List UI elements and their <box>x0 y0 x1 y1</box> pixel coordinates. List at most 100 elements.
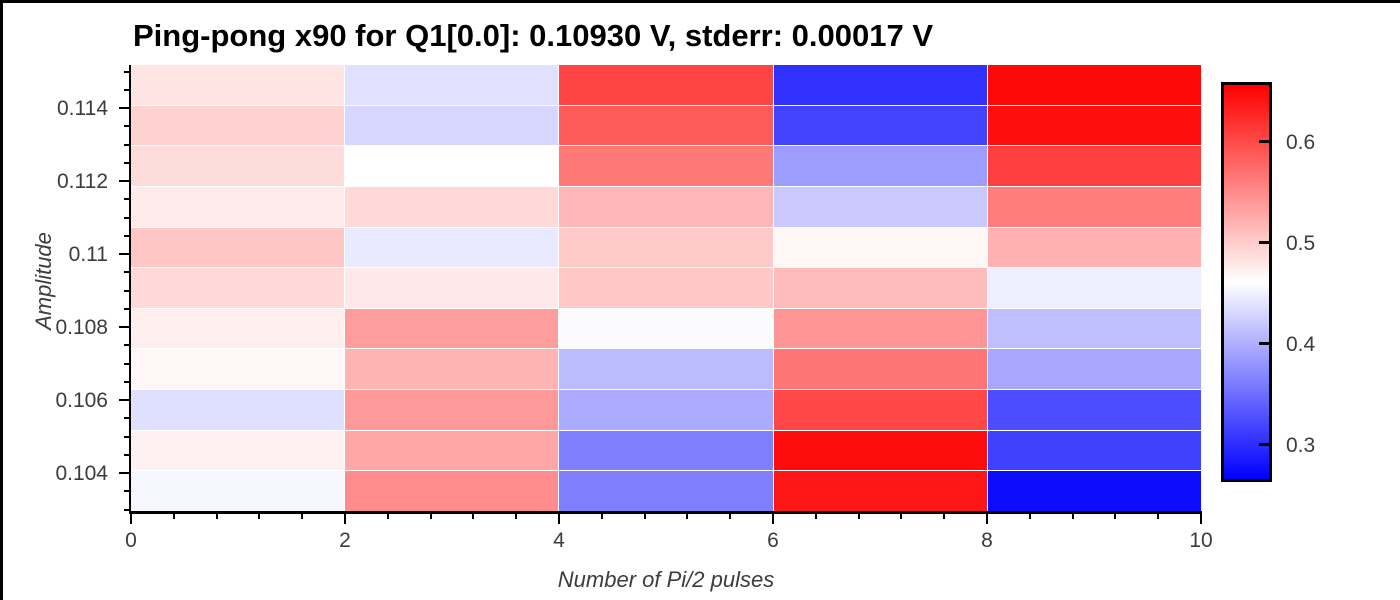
y-minor-tick <box>123 435 129 438</box>
y-major-tick <box>118 325 129 329</box>
heatmap-cell <box>559 186 773 227</box>
heatmap-cell <box>559 308 773 349</box>
x-minor-tick <box>643 513 646 519</box>
y-minor-tick <box>123 125 129 128</box>
y-minor-tick <box>123 508 129 511</box>
heatmap-cell <box>987 146 1201 186</box>
heatmap-cell <box>131 227 345 268</box>
colorbar-tick-label: 0.3 <box>1286 433 1316 457</box>
x-minor-tick <box>472 513 475 519</box>
heatmap-cell <box>131 349 345 390</box>
heatmap-cell <box>131 146 345 186</box>
heatmap-cell <box>987 105 1201 146</box>
y-minor-tick <box>123 271 129 274</box>
y-major-tick <box>118 398 129 402</box>
y-minor-tick <box>123 380 129 383</box>
heatmap-cell <box>773 65 987 105</box>
y-major-tick <box>118 471 129 475</box>
y-minor-tick <box>123 161 129 164</box>
heatmap-cell <box>773 268 987 308</box>
x-minor-tick <box>900 513 903 519</box>
x-axis-spine <box>128 511 1202 514</box>
y-tick-label: 0.108 <box>55 316 108 340</box>
x-minor-tick <box>1114 513 1117 519</box>
y-minor-tick <box>123 307 129 310</box>
colorbar-tick-label: 0.6 <box>1286 130 1316 154</box>
y-minor-tick <box>123 234 129 237</box>
heatmap-cell <box>987 308 1201 349</box>
heatmap-cell <box>773 227 987 268</box>
heatmap-cell <box>131 186 345 227</box>
y-minor-tick <box>123 88 129 91</box>
x-minor-tick <box>686 513 689 519</box>
heatmap-cell <box>773 146 987 186</box>
heatmap-cell <box>131 308 345 349</box>
x-minor-tick <box>857 513 860 519</box>
x-tick-label: 6 <box>767 529 779 552</box>
heatmap-cell <box>987 227 1201 268</box>
y-tick-label: 0.112 <box>57 170 108 194</box>
heatmap-cell <box>987 65 1201 105</box>
x-axis-label: Number of Pi/2 pulses <box>557 567 775 592</box>
heatmap-grid <box>131 65 1201 511</box>
x-minor-tick <box>943 513 946 519</box>
colorbar-tick <box>1259 342 1269 345</box>
x-major-tick <box>1199 513 1203 524</box>
colorbar-tick <box>1259 140 1269 143</box>
heatmap-cell <box>987 390 1201 430</box>
y-minor-tick <box>123 417 129 420</box>
heatmap-cell <box>559 430 773 471</box>
x-major-tick <box>985 513 989 524</box>
x-minor-tick <box>301 513 304 519</box>
heatmap-cell <box>345 390 559 430</box>
colorbar-tick-label: 0.5 <box>1286 231 1316 255</box>
y-minor-tick <box>123 453 129 456</box>
heatmap-cell <box>345 308 559 349</box>
y-major-tick <box>118 252 129 256</box>
x-minor-tick <box>429 513 432 519</box>
y-tick-label: 0.104 <box>55 462 108 486</box>
heatmap-cell <box>773 105 987 146</box>
heatmap-cell <box>131 471 345 511</box>
heatmap-cell <box>773 308 987 349</box>
chart-title: Ping-pong x90 for Q1[0.0]: 0.10930 V, st… <box>133 18 934 53</box>
y-major-tick <box>118 179 129 183</box>
heatmap-cell <box>987 186 1201 227</box>
heatmap-cell <box>131 430 345 471</box>
heatmap-cell <box>987 471 1201 511</box>
x-minor-tick <box>515 513 518 519</box>
heatmap-cell <box>773 390 987 430</box>
y-major-tick <box>118 106 129 110</box>
heatmap-cell <box>773 430 987 471</box>
heatmap-cell <box>345 146 559 186</box>
x-tick-label: 4 <box>553 529 565 552</box>
heatmap-cell <box>559 471 773 511</box>
x-minor-tick <box>600 513 603 519</box>
heatmap-cell <box>559 227 773 268</box>
y-minor-tick <box>123 216 129 219</box>
x-minor-tick <box>814 513 817 519</box>
heatmap-cell <box>345 430 559 471</box>
x-tick-label: 2 <box>339 529 351 552</box>
x-tick-label: 0 <box>125 529 137 552</box>
colorbar-tick <box>1259 443 1269 446</box>
y-axis-label: Amplitude <box>31 232 56 330</box>
x-tick-label: 10 <box>1189 529 1213 552</box>
heatmap-cell <box>987 349 1201 390</box>
heatmap-cell <box>773 471 987 511</box>
x-tick-label: 8 <box>981 529 993 552</box>
heatmap-cell <box>131 268 345 308</box>
heatmap-cell <box>773 349 987 390</box>
colorbar-tick-label: 0.4 <box>1286 332 1316 356</box>
x-minor-tick <box>172 513 175 519</box>
heatmap-cell <box>345 65 559 105</box>
y-minor-tick <box>123 289 129 292</box>
y-minor-tick <box>123 143 129 146</box>
y-tick-label: 0.114 <box>57 97 108 121</box>
x-minor-tick <box>729 513 732 519</box>
heatmap-cell <box>559 105 773 146</box>
heatmap-cell <box>987 430 1201 471</box>
x-major-tick <box>771 513 775 524</box>
heatmap-cell <box>559 349 773 390</box>
x-minor-tick <box>1071 513 1074 519</box>
